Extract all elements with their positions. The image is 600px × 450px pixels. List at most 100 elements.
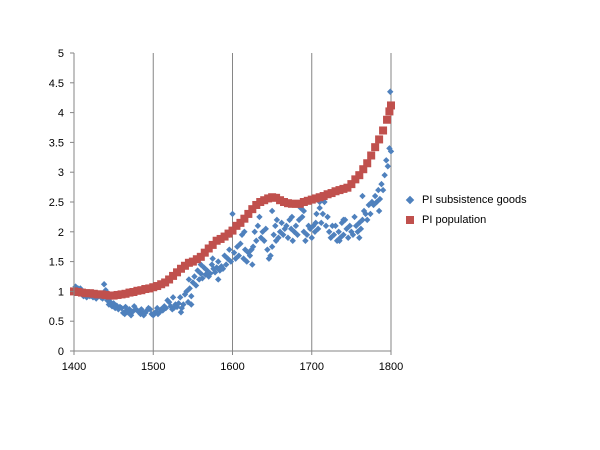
data-point-subsistence (278, 219, 285, 227)
data-point-subsistence (288, 213, 296, 221)
data-point-subsistence (240, 255, 247, 262)
data-point-subsistence (379, 186, 387, 194)
x-tick-label: 1700 (300, 361, 324, 373)
data-point-subsistence (267, 252, 274, 259)
y-tick-label: 3.5 (49, 137, 64, 149)
data-point-subsistence (303, 231, 311, 238)
data-point-subsistence (229, 210, 236, 218)
data-point-subsistence (261, 237, 268, 244)
axes (70, 52, 392, 355)
data-point-subsistence (215, 258, 222, 265)
data-point-subsistence (211, 269, 219, 276)
data-point-subsistence (360, 207, 368, 215)
legend-marker-diamond (405, 195, 415, 205)
data-point-subsistence (364, 216, 371, 224)
data-point-subsistence (384, 163, 392, 170)
data-point-subsistence (340, 231, 347, 238)
data-point-subsistence (227, 258, 235, 265)
data-point-subsistence (272, 237, 280, 244)
x-tick-label: 1600 (220, 361, 244, 373)
data-point-subsistence (100, 281, 108, 288)
data-point-subsistence (249, 261, 256, 268)
data-point-subsistence (238, 231, 246, 238)
data-point-subsistence (167, 303, 174, 310)
data-point-subsistence (308, 234, 315, 241)
data-point-subsistence (200, 264, 208, 271)
data-point-subsistence (251, 228, 258, 235)
data-point-subsistence (215, 276, 222, 283)
data-point-subsistence (312, 219, 319, 227)
data-point-subsistence (313, 210, 320, 218)
data-point-subsistence (207, 270, 214, 277)
data-point-subsistence (138, 306, 145, 313)
data-point-subsistence (383, 157, 390, 164)
data-point-population (351, 175, 360, 184)
data-point-subsistence (302, 237, 309, 244)
data-point-subsistence (265, 255, 273, 262)
data-point-subsistence (289, 237, 296, 244)
data-point-subsistence (156, 309, 163, 316)
data-point-subsistence (161, 303, 168, 310)
data-point-subsistence (177, 309, 185, 316)
data-point-subsistence (336, 237, 343, 244)
data-point-subsistence (230, 249, 238, 256)
data-point-population (200, 248, 209, 257)
y-tick-label: 4.5 (49, 78, 64, 90)
data-point-subsistence (235, 252, 243, 259)
data-point-population (387, 101, 395, 110)
data-point-subsistence (175, 300, 182, 307)
data-point-subsistence (376, 195, 384, 203)
data-point-subsistence (357, 225, 365, 233)
x-tick-label: 1400 (62, 361, 86, 373)
x-tick-label: 1800 (379, 361, 403, 373)
data-point-subsistence (115, 306, 122, 313)
data-point-subsistence (387, 148, 395, 155)
legend-label-subsistence: PI subsistence goods (422, 194, 527, 206)
data-point-subsistence (314, 225, 322, 233)
data-point-subsistence (191, 273, 198, 280)
data-point-subsistence (272, 222, 279, 230)
data-point-population (367, 151, 376, 160)
data-point-population (371, 143, 380, 152)
data-point-subsistence (199, 275, 206, 282)
data-point-subsistence (359, 192, 366, 200)
data-point-subsistence (325, 228, 333, 235)
data-point-subsistence (367, 210, 374, 218)
data-point-subsistence (268, 207, 276, 215)
data-point-subsistence (192, 282, 200, 289)
data-point-subsistence (241, 228, 248, 235)
data-point-subsistence (189, 279, 197, 286)
data-point-population (208, 240, 217, 249)
data-point-population (196, 252, 205, 261)
y-tick-label: 1.5 (49, 257, 64, 269)
data-point-subsistence (318, 219, 325, 227)
data-point-subsistence (284, 234, 292, 241)
data-point-subsistence (268, 243, 276, 250)
data-point-subsistence (186, 285, 193, 292)
data-point-subsistence (262, 225, 269, 233)
y-tick-label: 4 (58, 108, 64, 120)
data-point-subsistence (169, 294, 177, 301)
data-point-subsistence (253, 237, 260, 244)
data-point-population (244, 209, 253, 218)
data-point-subsistence (387, 88, 394, 95)
data-point-subsistence (270, 231, 277, 238)
data-point-subsistence (332, 222, 339, 230)
data-point-subsistence (359, 216, 366, 224)
data-point-subsistence (219, 265, 227, 272)
data-point-population (236, 218, 245, 227)
data-point-subsistence (356, 234, 363, 241)
y-tick-label: 2 (58, 227, 64, 239)
data-point-subsistence (176, 294, 184, 301)
data-point-population (363, 159, 372, 168)
legend-marker-square (406, 216, 414, 224)
series-layer (70, 88, 395, 319)
legend: PI subsistence goods PI population (405, 190, 527, 230)
data-point-subsistence (256, 213, 263, 221)
data-point-subsistence (349, 231, 357, 238)
series-pi-population (70, 101, 395, 300)
data-point-population (240, 214, 249, 223)
data-point-subsistence (209, 255, 216, 262)
data-point-subsistence (237, 240, 244, 247)
data-point-subsistence (249, 243, 257, 250)
